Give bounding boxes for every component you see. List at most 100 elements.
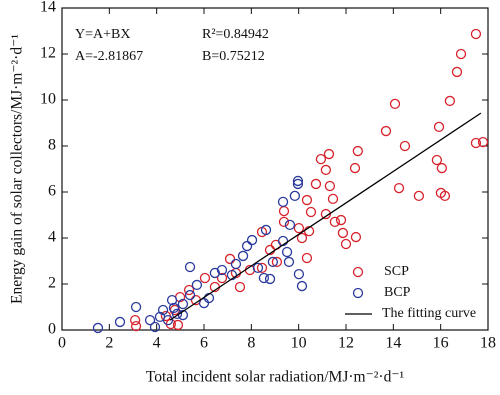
scatter-point: [284, 219, 296, 231]
y-tick-label: 2: [48, 275, 56, 292]
scatter-point: [224, 253, 236, 265]
annotation: R²=0.84942: [202, 27, 269, 42]
scatter-point: [301, 194, 313, 206]
scatter-point: [315, 153, 327, 165]
annotation: A=-2.81867: [75, 49, 143, 64]
x-tick-label: 2: [105, 335, 113, 352]
scatter-point: [183, 284, 195, 296]
y-tick-label: 4: [48, 229, 56, 246]
scatter-point: [393, 182, 405, 194]
scatter-point: [289, 190, 301, 202]
scatter-point: [292, 178, 304, 190]
scatter-point: [301, 252, 313, 264]
scatter-point: [350, 231, 362, 243]
legend-label: The fitting curve: [382, 306, 476, 321]
scatter-point: [413, 190, 425, 202]
annotation: B=0.75212: [202, 49, 265, 64]
scatter-point: [320, 164, 332, 176]
scatter-point: [92, 322, 104, 334]
scatter-point: [162, 314, 174, 326]
scatter-point: [271, 256, 283, 268]
y-tick-label: 12: [40, 45, 56, 62]
x-tick-label: 12: [338, 335, 354, 352]
scatter-point: [349, 162, 361, 174]
scatter-point: [171, 308, 183, 320]
scatter-point: [340, 238, 352, 250]
y-tick-label: 8: [48, 137, 56, 154]
scatter-point: [477, 136, 489, 148]
legend-label: SCP: [384, 264, 409, 279]
scatter-point: [278, 216, 290, 228]
scatter-point: [296, 280, 308, 292]
scatter-point: [335, 214, 347, 226]
scatter-point: [114, 316, 126, 328]
x-tick-label: 8: [247, 335, 255, 352]
scatter-point: [234, 281, 246, 293]
scatter-point: [281, 246, 293, 258]
scatter-point: [230, 258, 242, 270]
scatter-point: [252, 262, 264, 274]
y-tick-label: 10: [40, 91, 56, 108]
scatter-point: [260, 224, 272, 236]
scatter-point: [278, 205, 290, 217]
scatter-point: [168, 302, 180, 314]
scatter-point: [199, 272, 211, 284]
scatter-point: [293, 222, 305, 234]
legend-swatch: [352, 287, 364, 299]
scatter-point: [149, 321, 161, 333]
scatter-point: [444, 95, 456, 107]
scatter-point: [267, 256, 279, 268]
scatter-point: [323, 148, 335, 160]
scatter-point: [389, 98, 401, 110]
scatter-point: [172, 319, 184, 331]
scatter-point: [241, 240, 253, 252]
scatter-point: [439, 190, 451, 202]
y-tick-label: 6: [48, 183, 56, 200]
scatter-point: [310, 178, 322, 190]
scatter-point: [191, 279, 203, 291]
x-tick-label: 14: [385, 335, 401, 352]
scatter-point: [433, 121, 445, 133]
scatter-point: [293, 268, 305, 280]
y-axis-title: Energy gain of solar collectors/MJ·m⁻²·d…: [9, 34, 26, 304]
x-tick-label: 18: [480, 335, 496, 352]
scatter-point: [296, 232, 308, 244]
scatter-point: [470, 137, 482, 149]
scatter-point: [184, 261, 196, 273]
y-tick-label: 14: [40, 0, 56, 16]
x-tick-label: 6: [200, 335, 208, 352]
scatter-point: [380, 125, 392, 137]
scatter-point: [431, 154, 443, 166]
scatter-point: [292, 175, 304, 187]
scatter-point: [305, 206, 317, 218]
scatter-point: [216, 264, 228, 276]
fit-line: [169, 112, 482, 321]
scatter-point: [258, 272, 270, 284]
legend-swatch: [352, 266, 364, 278]
scatter-point: [129, 314, 141, 326]
scatter-point: [337, 227, 349, 239]
scatter-point: [352, 145, 363, 157]
y-tick-label: 0: [48, 321, 56, 338]
scatter-point: [177, 298, 189, 310]
scatter-point: [184, 289, 196, 301]
legend-label: BCP: [384, 285, 411, 300]
scatter-point: [436, 162, 448, 174]
scatter-point: [237, 250, 249, 262]
scatter-point: [157, 304, 169, 316]
scatter-point: [327, 193, 339, 205]
x-tick-label: 16: [433, 335, 449, 352]
scatter-point: [130, 301, 142, 313]
plot-frame: [61, 7, 489, 331]
scatter-point: [166, 294, 178, 306]
scatter-point: [329, 216, 341, 228]
scatter-point: [277, 196, 289, 208]
scatter-point: [264, 273, 276, 285]
scatter-point: [399, 140, 411, 152]
scatter-point: [283, 256, 295, 268]
scatter-point: [455, 48, 467, 60]
x-tick-label: 10: [291, 335, 307, 352]
x-tick-label: 0: [58, 335, 66, 352]
scatter-point: [216, 272, 228, 284]
